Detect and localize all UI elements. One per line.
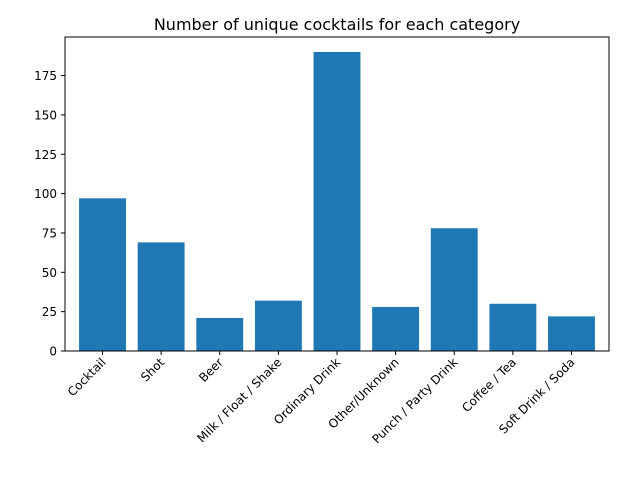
bar-other-unknown — [372, 306, 420, 351]
y-tick-label: 25 — [42, 305, 57, 319]
y-tick-label: 0 — [49, 345, 57, 359]
bar-beer — [196, 317, 244, 351]
y-tick-label: 75 — [42, 226, 57, 240]
bar-punch-party-drink — [430, 228, 478, 351]
bar-milk-float-shake — [254, 300, 302, 351]
chart-title: Number of unique cocktails for each cate… — [154, 15, 520, 34]
bar-ordinary-drink — [313, 51, 361, 351]
y-tick-label: 50 — [42, 266, 57, 280]
plot-frame — [64, 36, 610, 352]
y-tick-label: 100 — [34, 187, 57, 201]
y-tick-label: 150 — [34, 108, 57, 122]
bar-coffee-tea — [489, 303, 537, 351]
y-axis: 0 25 50 75 100 125 150 175 — [34, 69, 65, 359]
bars-group — [79, 51, 595, 351]
y-tick-label: 175 — [34, 69, 57, 83]
y-tick-label: 125 — [34, 148, 57, 162]
bar-soft-drink-soda — [548, 316, 595, 351]
bar-shot — [137, 242, 185, 351]
bar-cocktail — [79, 198, 126, 351]
